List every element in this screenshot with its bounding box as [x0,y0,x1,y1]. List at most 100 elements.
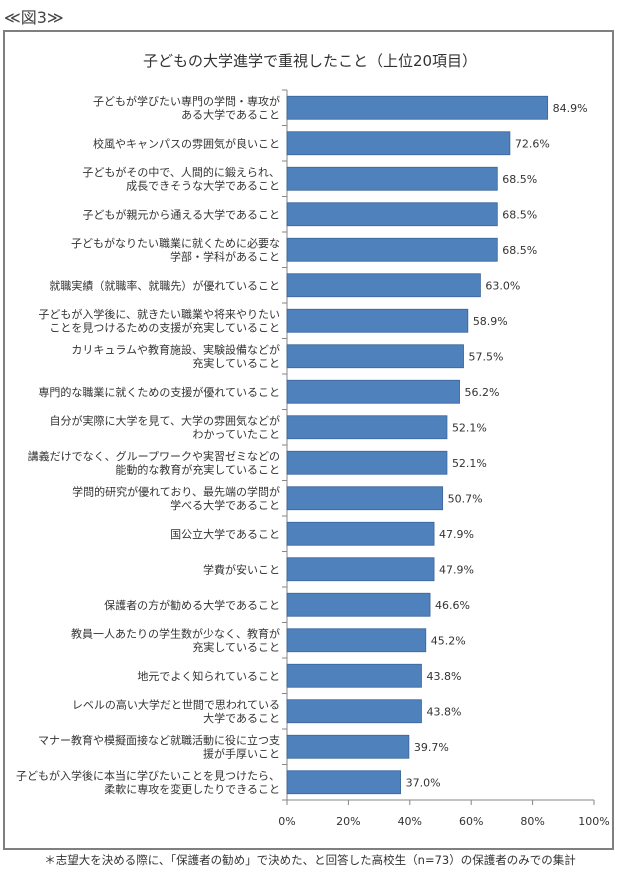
category-label-line: 能動的な教育が充実していること [115,463,280,477]
category-label: 自分が実際に大学を見て、大学の雰囲気などがわかっていたこと [50,414,280,442]
bar [286,166,498,191]
data-label: 68.5% [502,173,537,186]
category-label: 子どもが親元から通える大学であること [82,207,280,221]
category-label: 子どもがその中で、人間的に鍛えられ、成長できそうな大学であること [82,165,280,193]
category-label-line: 援が手厚いこと [203,747,280,761]
category-label: 子どもがなりたい職業に就くために必要な学部・学科があること [71,236,280,264]
category-label-line: 就職実績（就職率、就職先）が優れていること [49,278,280,292]
category-label-line: 学べる大学であること [170,498,280,512]
bar [286,450,448,475]
footnote: ＊志望大を決める際に、「保護者の勧め」で決めた、と回答した高校生（n=73）の保… [44,853,576,867]
category-label: 専門的な職業に就くための支援が優れていること [38,385,280,399]
bar [286,628,427,653]
category-label-line: レベルの高い大学だと世間で思われている [72,698,280,712]
x-tick-label: 0% [278,815,295,828]
data-label: 37.0% [406,776,441,789]
bar [286,202,498,227]
data-label: 39.7% [414,741,449,754]
category-label-line: 成長できそうな大学であること [126,179,280,193]
category-label-line: 学部・学科があること [170,250,280,264]
data-label: 46.6% [435,599,470,612]
category-label: レベルの高い大学だと世間で思われている大学であること [72,698,280,726]
category-label: 学問的研究が優れており、最先端の学問が学べる大学であること [72,485,280,513]
category-label: 子どもが入学後に本当に学びたいことを見つけたら、柔軟に専攻を変更したりできること [16,769,280,797]
category-label-line: 校風やキャンパスの雰囲気が良いこと [93,136,280,150]
data-label: 50.7% [448,492,483,505]
x-tick-label: 100% [578,815,609,828]
category-label: 教員一人あたりの学生数が少なく、教育が充実していること [71,627,280,655]
x-tick-label: 20% [336,815,360,828]
category-label-line: 充実していること [192,640,280,654]
category-label-line: 自分が実際に大学を見て、大学の雰囲気などが [50,414,280,428]
data-label: 47.9% [439,528,474,541]
data-label: 52.1% [452,421,487,434]
data-label: 43.8% [426,705,461,718]
category-label-line: 講義だけでなく、グループワークや実習ゼミなどの [28,449,280,463]
category-label-line: 学問的研究が優れており、最先端の学問が [72,485,280,499]
category-label-line: 大学であること [203,711,280,725]
category-label-line: ある大学であること [181,108,280,122]
data-label: 52.1% [452,457,487,470]
data-label: 45.2% [431,634,466,647]
bar [286,592,431,617]
category-label-line: カリキュラムや教育施設、実験設備などが [71,343,280,357]
category-label-line: わかっていたこと [193,428,280,441]
category-label-line: 柔軟に専攻を変更したりできること [104,782,280,796]
category-label-line: 子どもが入学後に、就きたい職業や将来やりたい [38,307,280,321]
figure-label: ≪図3≫ [4,8,64,27]
data-label: 68.5% [502,208,537,221]
category-label-line: 子どもが親元から通える大学であること [82,207,280,221]
data-label: 84.9% [553,102,588,115]
bar [286,770,401,795]
bar [286,663,422,688]
x-tick-label: 80% [520,815,544,828]
category-label-line: 専門的な職業に就くための支援が優れていること [38,385,280,399]
bar [286,95,549,120]
bar [286,521,435,546]
category-label-line: 国公立大学であること [170,527,280,541]
bar [286,237,498,262]
category-label: 地元でよく知られていること [137,669,280,683]
category-label: 子どもが入学後に、就きたい職業や将来やりたいことを見つけるための支援が充実してい… [38,307,280,335]
data-label: 57.5% [469,350,504,363]
category-label-line: 保護者の方が勧める大学であること [104,598,280,612]
category-label-line: 地元でよく知られていること [137,669,280,683]
data-label: 72.6% [515,137,550,150]
bar [286,273,481,298]
bar [286,486,444,511]
x-tick-label: 40% [398,815,422,828]
data-label: 43.8% [426,670,461,683]
category-label-line: 充実していること [192,356,280,370]
category-label-line: 教員一人あたりの学生数が少なく、教育が [71,627,280,641]
category-label-line: ことを見つけるための支援が充実していること [49,321,280,335]
category-label: 保護者の方が勧める大学であること [104,598,280,612]
data-label: 63.0% [485,279,520,292]
category-label: 国公立大学であること [170,527,280,541]
bar [286,699,422,724]
category-label: マナー教育や模擬面接など就職活動に役に立つ支援が手厚いこと [38,733,280,761]
data-label: 58.9% [473,315,508,328]
category-label-line: 子どもがその中で、人間的に鍛えられ、 [82,165,280,179]
category-label: 講義だけでなく、グループワークや実習ゼミなどの能動的な教育が充実していること [28,449,280,477]
bar [286,131,511,156]
bar [286,734,410,759]
chart-frame [3,30,614,850]
category-label-line: マナー教育や模擬面接など就職活動に役に立つ支 [38,733,280,747]
category-label-line: 子どもがなりたい職業に就くために必要な [71,236,280,250]
category-label: カリキュラムや教育施設、実験設備などが充実していること [71,343,280,371]
category-label: 学費が安いこと [203,562,280,576]
chart-title: 子どもの大学進学で重視したこと（上位20項目） [143,52,477,70]
category-label-line: 子どもが入学後に本当に学びたいことを見つけたら、 [16,769,280,783]
data-label: 56.2% [465,386,500,399]
category-label: 子どもが学びたい専門の学問・専攻がある大学であること [93,94,280,122]
bar [286,344,464,369]
data-label: 47.9% [439,563,474,576]
bar [286,308,469,333]
category-label-line: 学費が安いこと [203,562,280,576]
category-label: 就職実績（就職率、就職先）が優れていること [49,278,280,292]
category-label: 校風やキャンパスの雰囲気が良いこと [93,136,280,150]
data-label: 68.5% [502,244,537,257]
x-tick-label: 60% [459,815,483,828]
bar [286,557,435,582]
